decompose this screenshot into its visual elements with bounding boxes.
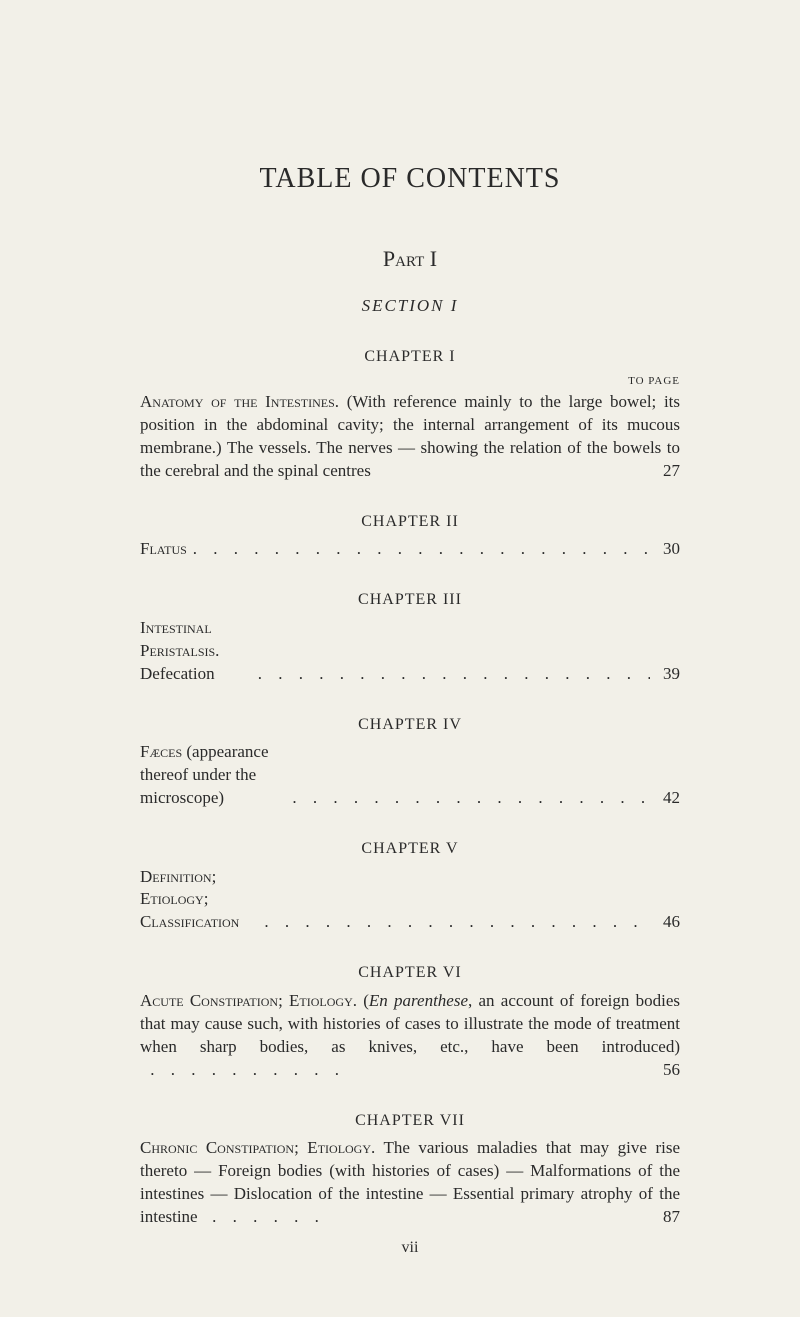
chapter-heading: CHAPTER V [140, 838, 680, 860]
page-number: 39 [650, 663, 680, 686]
page-number: 56 [663, 1059, 680, 1082]
chapter-entry: Anatomy of the Intestines. (With referen… [140, 391, 680, 483]
leader-dots: . . . . . . . . . . . . . . . . . . . . … [252, 663, 650, 686]
chapter-entry: Acute Constipation; Etiology. (En parent… [140, 990, 680, 1082]
to-page-label: TO PAGE [140, 374, 680, 389]
main-title: TABLE OF CONTENTS [140, 160, 680, 198]
chapter-lead: Chronic Constipation; Etiology. [140, 1138, 375, 1157]
leader-dots: . . . . . . . . . . . . . . . . . . . . … [187, 538, 650, 561]
chapter-entry: Definition; Etiology; Classification . .… [140, 866, 680, 935]
chapter-body: Defecation [140, 664, 215, 683]
chapter-heading: CHAPTER III [140, 589, 680, 611]
leader-dots: . . . . . . . . . . . . . . . . . . . . … [258, 911, 650, 934]
chapter-text: Intestinal Peristalsis. Defecation [140, 617, 252, 686]
leader-dots-inline: . . . . . . . . . . [140, 1060, 345, 1079]
leader-dots-inline: . . . . . . [202, 1207, 325, 1226]
chapter-lead: Definition; Etiology; Classification [140, 866, 258, 935]
page-number: 87 [663, 1206, 680, 1229]
part-heading: Part I [140, 244, 680, 274]
chapter-body-italic: En parenthese [369, 991, 468, 1010]
chapter-text: Fæces (appearance thereof under the micr… [140, 741, 286, 810]
chapter-lead: Flatus [140, 538, 187, 561]
leader-dots: . . . . . . . . . . . . . . . . . . . . … [286, 787, 650, 810]
chapter-lead: Fæces [140, 742, 182, 761]
chapter-heading: CHAPTER VI [140, 962, 680, 984]
chapter-lead: Anatomy of the Intestines. [140, 392, 339, 411]
chapter-heading: CHAPTER IV [140, 714, 680, 736]
chapter-lead: Acute Constipation; Etiology. [140, 991, 357, 1010]
chapter-heading: CHAPTER I [140, 346, 680, 368]
page-number: 42 [650, 787, 680, 810]
page-number: 27 [663, 460, 680, 483]
chapter-heading: CHAPTER VII [140, 1110, 680, 1132]
chapter-entry: Intestinal Peristalsis. Defecation . . .… [140, 617, 680, 686]
page-number: 30 [650, 538, 680, 561]
chapter-entry: Fæces (appearance thereof under the micr… [140, 741, 680, 810]
chapter-entry: Flatus . . . . . . . . . . . . . . . . .… [140, 538, 680, 561]
page-number: 46 [650, 911, 680, 934]
chapter-lead: Intestinal Peristalsis. [140, 618, 219, 660]
chapter-heading: CHAPTER II [140, 511, 680, 533]
chapter-entry: Chronic Constipation; Etiology. The vari… [140, 1137, 680, 1229]
page: TABLE OF CONTENTS Part I SECTION I CHAPT… [0, 0, 800, 1317]
page-footer: vii [140, 1237, 680, 1259]
section-heading: SECTION I [140, 295, 680, 318]
